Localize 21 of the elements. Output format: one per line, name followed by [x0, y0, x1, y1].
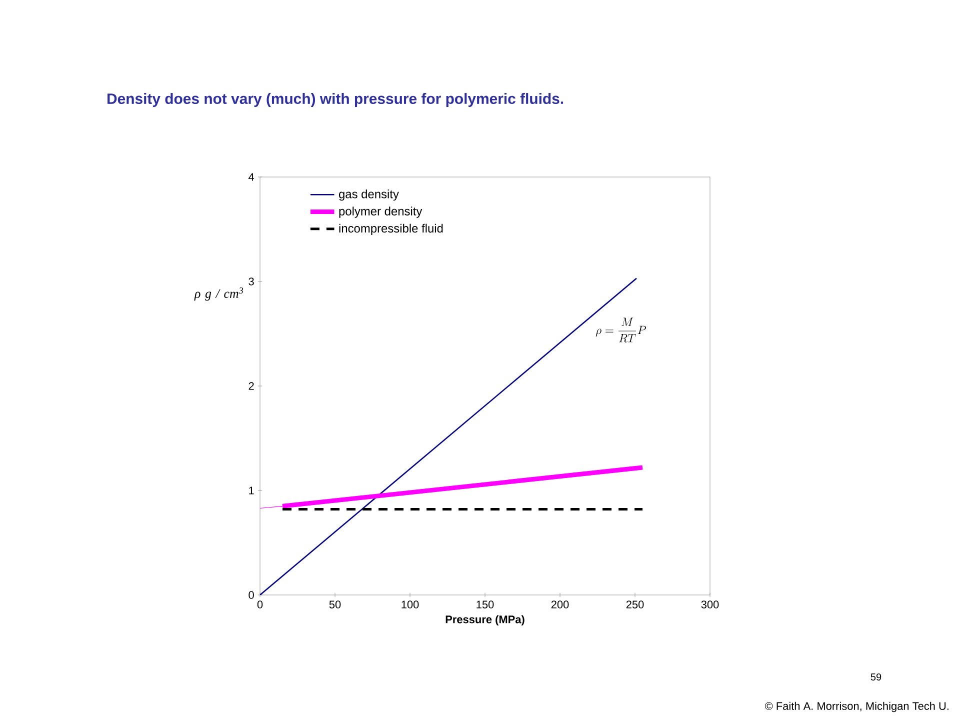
text: © Faith A. Morrison, Michigan Tech U.	[764, 702, 948, 712]
y-tick-label: 0	[248, 591, 254, 599]
legend-label: incompressible fluid	[339, 224, 443, 235]
x-axis-title: Pressure (MPa)	[446, 615, 524, 626]
x-tick-label: 50	[329, 600, 341, 608]
legend-label: polymer density	[339, 206, 422, 218]
chart-title: Density does not vary (much) with pressure for polymeric fluids.	[108, 93, 564, 107]
text: 59	[870, 673, 882, 681]
x-tick-label: 100	[402, 600, 419, 608]
y-tick-label: 1	[249, 486, 254, 494]
y-tick-label: 2	[248, 382, 254, 390]
x-tick-label: 200	[551, 600, 569, 608]
x-tick-label: 250	[626, 600, 644, 608]
annotation: $\rho = \frac{M}{RT}P$	[596, 318, 646, 342]
x-tick-label: 300	[701, 600, 719, 608]
legend-label: gas density	[339, 190, 399, 201]
y-tick-label: 3	[248, 278, 254, 286]
x-tick-label: 150	[476, 600, 494, 608]
x-tick-label: 0	[257, 600, 263, 608]
y-tick-label: 4	[248, 173, 254, 181]
y-axis-title: ρ g / cm$^{3}$	[194, 287, 244, 301]
